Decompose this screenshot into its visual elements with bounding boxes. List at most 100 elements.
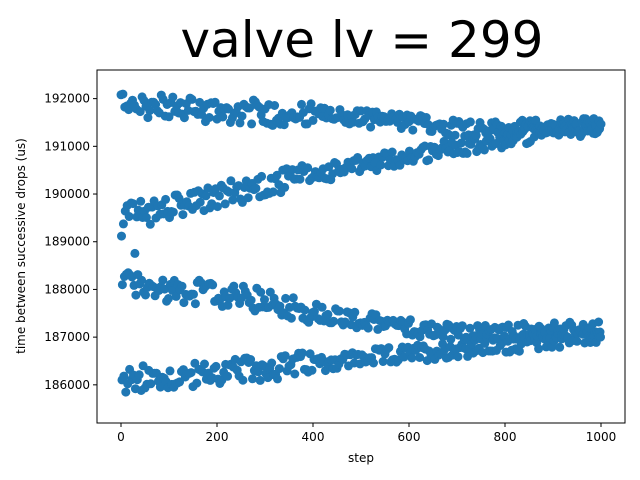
data-point (308, 115, 318, 125)
data-point (186, 368, 196, 378)
data-point (164, 112, 174, 122)
data-point (274, 364, 284, 374)
data-point (118, 89, 128, 99)
data-point (179, 113, 189, 123)
data-point (238, 375, 248, 385)
data-point (462, 148, 472, 158)
data-point (295, 174, 305, 184)
data-point (457, 321, 467, 331)
data-point (353, 153, 363, 162)
data-point (307, 365, 317, 375)
data-point (213, 202, 222, 212)
data-point (187, 94, 197, 104)
data-point (306, 99, 316, 109)
data-point (384, 343, 394, 353)
data-point (155, 382, 165, 392)
y-axis: 186000 187000 188000 189000 190000 191000 1920… (44, 92, 97, 392)
data-point (118, 219, 128, 229)
data-point (210, 97, 220, 107)
data-point (290, 369, 300, 379)
data-point (456, 138, 466, 148)
data-point (235, 118, 245, 128)
y-tick-label: 187000 (44, 330, 90, 344)
data-point (450, 130, 460, 140)
y-tick-label: 190000 (44, 187, 90, 201)
y-axis-label: time between successive drops (us) (14, 138, 28, 354)
data-point (220, 199, 230, 209)
data-point (323, 309, 333, 319)
data-point (135, 107, 145, 117)
data-point (189, 289, 198, 299)
data-point (514, 346, 524, 356)
data-point (268, 187, 278, 197)
data-point (408, 125, 418, 135)
data-point (171, 291, 181, 301)
x-tick-label: 400 (302, 430, 325, 444)
data-point (334, 306, 344, 316)
data-point (201, 191, 211, 201)
data-point (137, 275, 147, 285)
data-point (179, 298, 189, 308)
data-point (117, 231, 126, 241)
data-point (376, 160, 386, 170)
data-point (288, 293, 298, 303)
data-point (119, 371, 129, 381)
data-point (208, 280, 218, 290)
data-point (596, 332, 605, 342)
y-tick-label: 188000 (44, 282, 90, 296)
data-point (246, 355, 256, 364)
x-tick-label: 800 (494, 430, 517, 444)
data-point (503, 320, 513, 330)
data-point (439, 119, 449, 129)
data-point (329, 316, 339, 326)
data-point (243, 193, 253, 203)
data-point (415, 353, 425, 362)
data-point (378, 357, 388, 366)
data-point (161, 194, 171, 204)
chart-title: valve lv = 299 (181, 11, 544, 69)
data-point (130, 248, 140, 258)
data-point (223, 300, 233, 310)
data-point (297, 348, 307, 358)
data-point (245, 103, 255, 113)
data-point (192, 378, 202, 388)
x-tick-label: 600 (398, 430, 421, 444)
x-tick-label: 200 (206, 430, 229, 444)
data-point (225, 293, 235, 303)
data-point (286, 313, 296, 323)
data-point (226, 176, 236, 186)
data-point (145, 106, 155, 116)
x-tick-label: 1000 (586, 430, 617, 444)
data-point (195, 197, 205, 207)
data-point (387, 147, 397, 157)
data-point (421, 113, 431, 122)
data-point (168, 92, 178, 102)
data-point (366, 122, 376, 132)
data-point (146, 379, 156, 389)
y-tick-label: 189000 (44, 235, 90, 249)
data-point (280, 182, 290, 192)
data-points (116, 89, 606, 397)
data-point (255, 375, 265, 385)
x-axis: 0 200 400 600 800 1000 (117, 423, 616, 444)
data-point (471, 131, 481, 140)
data-point (164, 294, 173, 303)
x-axis-label: step (348, 451, 374, 465)
data-point (131, 290, 141, 300)
y-tick-label: 191000 (44, 139, 90, 153)
data-point (141, 290, 150, 300)
data-point (572, 336, 582, 346)
data-point (446, 334, 456, 344)
data-point (479, 145, 489, 155)
data-point (178, 210, 188, 220)
y-tick-label: 186000 (44, 378, 90, 392)
data-point (317, 302, 327, 312)
data-point (594, 317, 604, 327)
data-point (121, 387, 131, 397)
data-point (128, 199, 138, 209)
data-point (267, 358, 277, 368)
data-point (347, 164, 357, 174)
data-point (177, 281, 187, 291)
